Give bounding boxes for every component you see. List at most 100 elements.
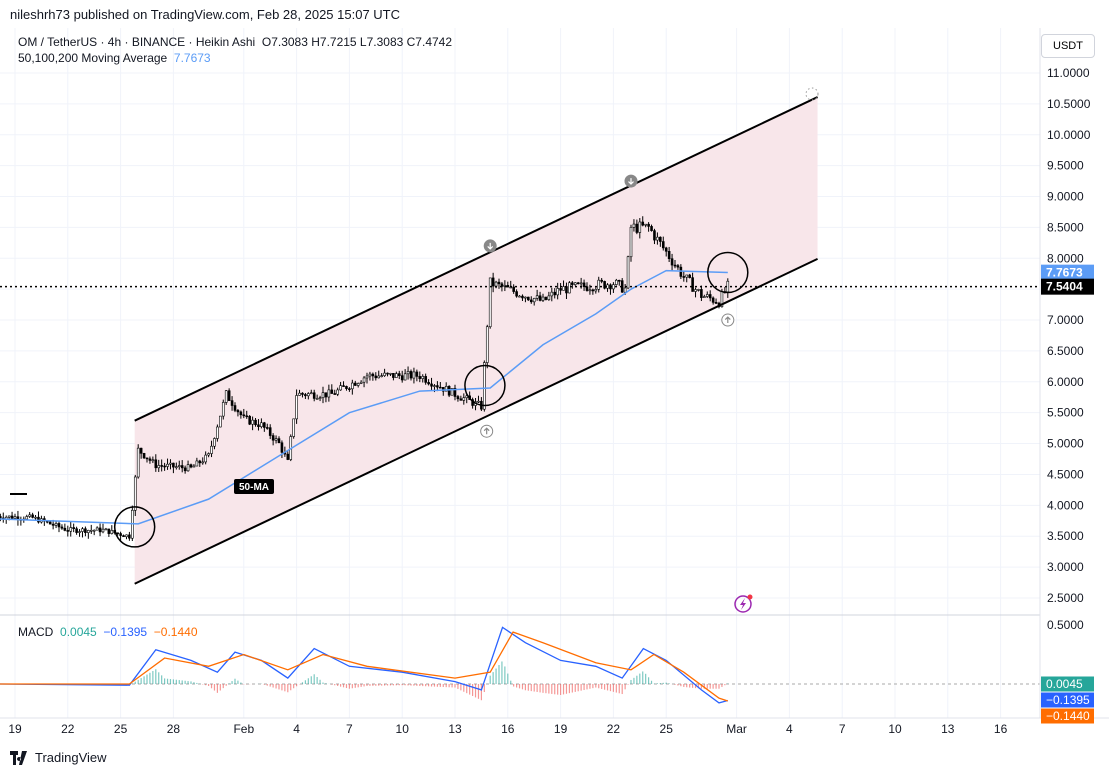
- candle: [89, 529, 93, 532]
- candle: [691, 277, 694, 292]
- candle: [424, 376, 427, 383]
- price-tick-label: 11.0000: [1047, 66, 1090, 80]
- symbol-legend: OM / TetherUS · 4h · BINANCE · Heikin As…: [18, 35, 452, 49]
- candle: [415, 371, 419, 377]
- candle: [265, 427, 269, 429]
- macd-signal-value: −0.1440: [153, 625, 198, 639]
- ma-legend[interactable]: 50,100,200 Moving Average 7.7673: [18, 51, 211, 65]
- date-tick-label: 28: [167, 722, 181, 736]
- candle: [107, 528, 111, 534]
- tradingview-logo[interactable]: TradingView: [10, 750, 107, 765]
- date-tick-label: 10: [888, 722, 902, 736]
- candle: [163, 465, 166, 468]
- candle: [119, 533, 122, 536]
- candle: [676, 265, 680, 268]
- candle: [213, 438, 216, 447]
- date-tick-label: 10: [396, 722, 410, 736]
- candle: [588, 289, 592, 292]
- chart-canvas[interactable]: 19 22 25 28 Feb 4 7 10 13 16 19 22 25 Mar 4 7 10 13 16 2.50…: [0, 0, 1109, 745]
- price-tick-label: 3.0000: [1047, 560, 1084, 574]
- candle: [392, 372, 395, 378]
- candle: [145, 457, 149, 460]
- candle: [239, 411, 243, 416]
- candle: [518, 295, 521, 298]
- candle: [210, 445, 213, 454]
- arrow-up-glyph: [483, 427, 490, 435]
- candle: [571, 282, 574, 285]
- macd-signal-line: [0, 631, 728, 702]
- candle: [254, 419, 257, 426]
- candle: [201, 461, 205, 464]
- candle: [650, 226, 653, 231]
- price-tick-label: 4.5000: [1047, 467, 1084, 481]
- candle: [532, 298, 536, 303]
- candle: [110, 530, 114, 534]
- price-tick-label: 3.5000: [1047, 529, 1084, 543]
- candle: [128, 534, 131, 539]
- candle: [362, 377, 366, 383]
- candle: [356, 383, 360, 386]
- date-tick-label: 4: [786, 722, 793, 736]
- currency-button[interactable]: USDT: [1041, 34, 1095, 58]
- candle: [494, 281, 498, 287]
- price-tick-label: 5.5000: [1047, 406, 1084, 420]
- candle: [380, 375, 383, 377]
- candle: [576, 282, 580, 285]
- candle: [726, 280, 730, 293]
- candle: [66, 530, 70, 532]
- candle: [133, 476, 137, 511]
- macd-legend[interactable]: MACD 0.0045 −0.1395 −0.1440: [18, 625, 198, 639]
- candle: [139, 447, 143, 454]
- price-tick-label: 7.0000: [1047, 313, 1084, 327]
- candle: [148, 458, 152, 461]
- candle: [204, 454, 207, 463]
- candle: [309, 392, 313, 395]
- date-tick-label: Mar: [726, 722, 747, 736]
- ohlc-values: O7.3083 H7.7215 L7.3083 C7.4742: [261, 35, 453, 49]
- candle: [365, 375, 369, 379]
- candle: [579, 282, 583, 285]
- candle: [248, 416, 251, 425]
- candle: [538, 295, 542, 301]
- last-price-label: 7.5404: [1046, 280, 1083, 294]
- candle: [236, 410, 240, 413]
- candle: [612, 284, 615, 290]
- candle: [221, 402, 225, 417]
- publisher-info: nileshrh73 published on TradingView.com,…: [10, 7, 401, 22]
- macd-line: [0, 626, 728, 704]
- candle: [177, 465, 181, 467]
- channel-fill: [134, 97, 818, 584]
- candle: [703, 296, 706, 298]
- candle: [271, 435, 275, 441]
- macd-value-label-bg: [1041, 676, 1094, 692]
- candle: [450, 388, 454, 396]
- candle: [339, 385, 342, 391]
- candle: [142, 453, 146, 459]
- candle: [635, 223, 639, 233]
- candle: [186, 464, 190, 472]
- candle: [63, 527, 67, 531]
- candle: [116, 532, 119, 535]
- last-price-label-bg: [1041, 278, 1094, 295]
- candle: [623, 287, 627, 293]
- date-tick-label: 7: [839, 722, 846, 736]
- highlight-circle: [464, 364, 506, 407]
- candle: [13, 516, 17, 519]
- candle: [503, 285, 507, 287]
- candle: [95, 527, 99, 531]
- ma-annotation-label: 50-MA: [239, 482, 269, 493]
- symbol-info[interactable]: OM / TetherUS · 4h · BINANCE · Heikin As…: [18, 35, 256, 49]
- candle: [324, 392, 328, 398]
- candle: [192, 465, 196, 468]
- candle: [632, 223, 636, 228]
- lightning-icon[interactable]: [734, 594, 753, 613]
- candle: [172, 462, 175, 468]
- date-tick-label: 19: [554, 722, 568, 736]
- ma-annotation: 50-MA: [234, 479, 274, 494]
- candle: [491, 277, 495, 287]
- candle: [485, 326, 489, 363]
- arrow-down-glyph: [628, 178, 634, 185]
- candle: [597, 279, 601, 290]
- candle: [418, 376, 422, 379]
- candle: [216, 426, 219, 439]
